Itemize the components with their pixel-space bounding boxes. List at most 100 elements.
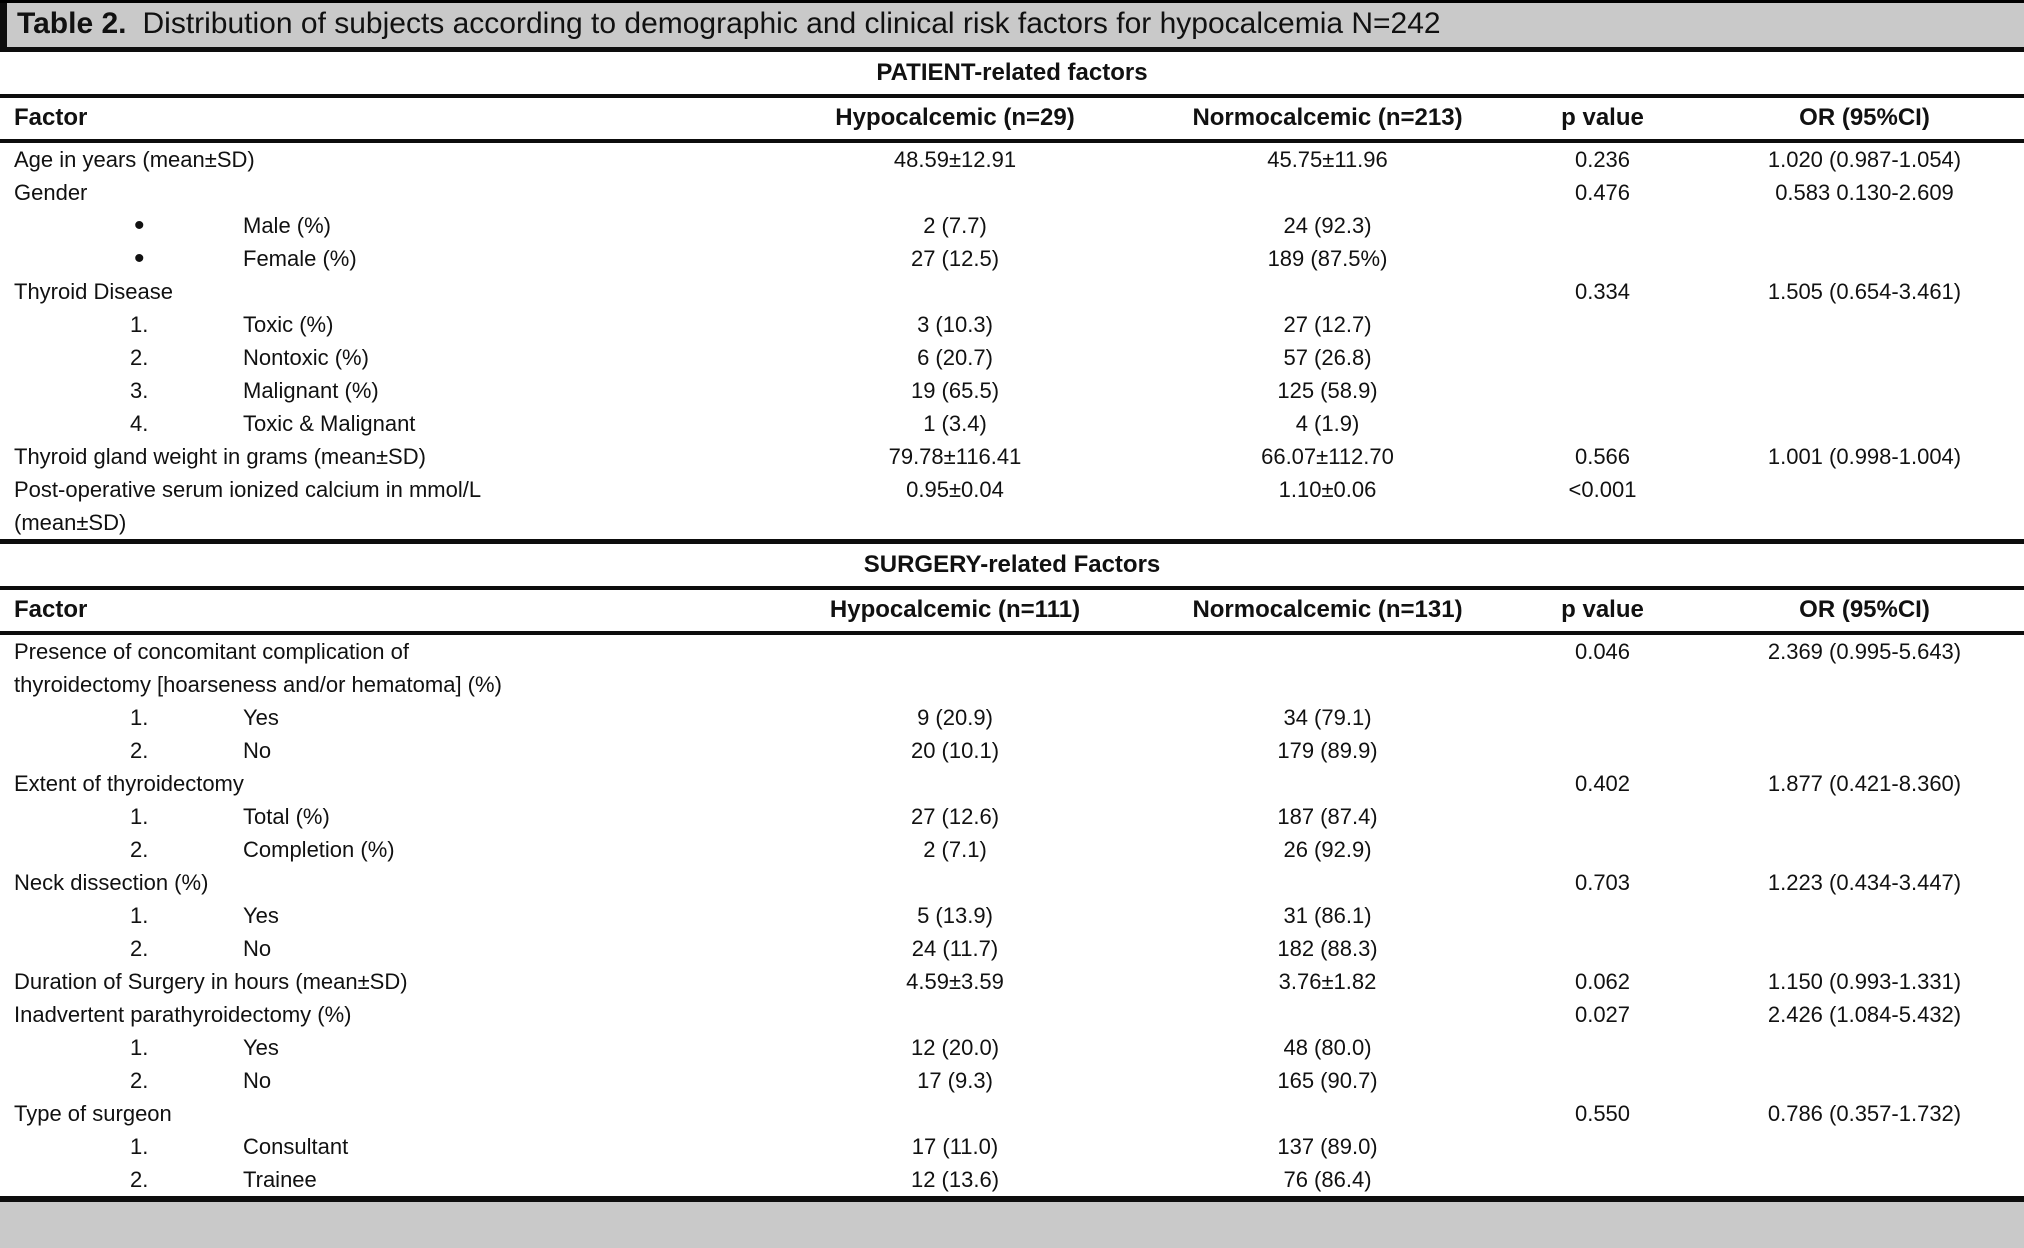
factor-cell: Thyroid gland weight in grams (mean±SD) bbox=[0, 440, 755, 473]
column-header-normocalcemic: Normocalcemic (n=213) bbox=[1192, 104, 1463, 131]
normocalcemic-value: 45.75±11.96 bbox=[1267, 147, 1388, 172]
factor-cell: Extent of thyroidectomy bbox=[0, 767, 755, 800]
factor-cell: Neck dissection (%) bbox=[0, 866, 755, 899]
normocalcemic-value: 48 (80.0) bbox=[1283, 1035, 1372, 1060]
row-marker: 2. bbox=[130, 936, 149, 961]
p-value: 0.236 bbox=[1574, 147, 1631, 172]
hypocalcemic-value: 17 (11.0) bbox=[911, 1134, 999, 1159]
table-row: Inadvertent parathyroidectomy (%) 0.027 … bbox=[0, 998, 2024, 1031]
factor-label: Yes bbox=[243, 705, 279, 730]
factor-cell: 1. Toxic (%) bbox=[0, 308, 755, 341]
factor-cell: • Female (%) bbox=[0, 242, 755, 275]
p-value: 0.566 bbox=[1574, 444, 1631, 469]
row-marker: 2. bbox=[130, 1167, 149, 1192]
normocalcemic-value: 76 (86.4) bbox=[1283, 1167, 1372, 1192]
factor-label: Neck dissection (%) bbox=[14, 870, 209, 895]
factor-cell: 1. Consultant bbox=[0, 1130, 755, 1163]
factor-label: Extent of thyroidectomy bbox=[14, 771, 244, 796]
table-row: Thyroid gland weight in grams (mean±SD) … bbox=[0, 440, 2024, 473]
row-marker: 2. bbox=[130, 345, 149, 370]
odds-ratio-value: 1.001 (0.998-1.004) bbox=[1767, 444, 1962, 469]
table-body: PATIENT-related factors Factor Hypocalce… bbox=[0, 52, 2024, 1202]
row-marker: 2. bbox=[130, 738, 149, 763]
column-header-factor: Factor bbox=[14, 596, 88, 623]
row-marker: 4. bbox=[130, 411, 149, 436]
factor-cell: 3. Malignant (%) bbox=[0, 374, 755, 407]
normocalcemic-value: 179 (89.9) bbox=[1277, 738, 1378, 763]
row-marker: • bbox=[134, 209, 145, 242]
row-marker: 1. bbox=[130, 1134, 149, 1159]
factor-cell: 2. Nontoxic (%) bbox=[0, 341, 755, 374]
hypocalcemic-value: 0.95±0.04 bbox=[906, 477, 1004, 502]
p-value: 0.550 bbox=[1574, 1101, 1631, 1126]
p-value: 0.476 bbox=[1574, 180, 1631, 205]
odds-ratio-value: 2.426 (1.084-5.432) bbox=[1767, 1002, 1962, 1027]
table-row: 3. Malignant (%) 19 (65.5) 125 (58.9) bbox=[0, 374, 2024, 407]
table-row: 1. Yes 12 (20.0) 48 (80.0) bbox=[0, 1031, 2024, 1064]
factor-cell: Presence of concomitant complication of … bbox=[0, 635, 755, 701]
p-value: <0.001 bbox=[1568, 477, 1637, 502]
normocalcemic-value: 189 (87.5%) bbox=[1267, 246, 1388, 271]
odds-ratio-value: 0.786 (0.357-1.732) bbox=[1767, 1101, 1962, 1126]
p-value: 0.334 bbox=[1574, 279, 1631, 304]
table-row: 2. Trainee 12 (13.6) 76 (86.4) bbox=[0, 1163, 2024, 1196]
hypocalcemic-value: 12 (20.0) bbox=[910, 1035, 1000, 1060]
factor-cell: Thyroid Disease bbox=[0, 275, 755, 308]
table-row: 2. No 17 (9.3) 165 (90.7) bbox=[0, 1064, 2024, 1097]
section-rows: Age in years (mean±SD) 48.59±12.91 45.75… bbox=[0, 143, 2024, 544]
p-value: 0.062 bbox=[1574, 969, 1631, 994]
hypocalcemic-value: 20 (10.1) bbox=[910, 738, 1000, 763]
factor-label: Trainee bbox=[243, 1167, 317, 1192]
normocalcemic-value: 66.07±112.70 bbox=[1261, 444, 1394, 469]
section-heading: SURGERY-related Factors bbox=[0, 544, 2024, 590]
normocalcemic-value: 57 (26.8) bbox=[1283, 345, 1372, 370]
table-row: 1. Yes 5 (13.9) 31 (86.1) bbox=[0, 899, 2024, 932]
hypocalcemic-value: 1 (3.4) bbox=[923, 411, 987, 436]
hypocalcemic-value: 17 (9.3) bbox=[917, 1068, 993, 1093]
row-marker: 2. bbox=[130, 1068, 149, 1093]
column-header-factor: Factor bbox=[14, 104, 88, 131]
factor-label: No bbox=[243, 936, 272, 961]
factor-cell: Duration of Surgery in hours (mean±SD) bbox=[0, 965, 755, 998]
factor-cell: Post-operative serum ionized calcium in … bbox=[0, 473, 755, 539]
p-value: 0.703 bbox=[1574, 870, 1631, 895]
factor-cell: 2. No bbox=[0, 932, 755, 965]
footer-band bbox=[0, 1202, 2024, 1248]
factor-cell: Gender bbox=[0, 176, 755, 209]
odds-ratio-value: 2.369 (0.995-5.643) bbox=[1767, 639, 1962, 664]
table-row: • Male (%) 2 (7.7) 24 (92.3) bbox=[0, 209, 2024, 242]
factor-cell: Type of surgeon bbox=[0, 1097, 755, 1130]
hypocalcemic-value: 79.78±116.41 bbox=[888, 444, 1022, 469]
hypocalcemic-value: 12 (13.6) bbox=[910, 1167, 1000, 1192]
p-value: 0.027 bbox=[1574, 1002, 1631, 1027]
section-heading: PATIENT-related factors bbox=[0, 52, 2024, 98]
row-marker: 1. bbox=[130, 1035, 149, 1060]
hypocalcemic-value: 24 (11.7) bbox=[911, 936, 999, 961]
table-row: Extent of thyroidectomy 0.402 1.877 (0.4… bbox=[0, 767, 2024, 800]
p-value: 0.046 bbox=[1574, 639, 1631, 664]
table-row: 1. Consultant 17 (11.0) 137 (89.0) bbox=[0, 1130, 2024, 1163]
odds-ratio-value: 1.020 (0.987-1.054) bbox=[1767, 147, 1962, 172]
table-row: Neck dissection (%) 0.703 1.223 (0.434-3… bbox=[0, 866, 2024, 899]
normocalcemic-value: 165 (90.7) bbox=[1277, 1068, 1378, 1093]
normocalcemic-value: 27 (12.7) bbox=[1283, 312, 1372, 337]
factor-label: Thyroid gland weight in grams (mean±SD) bbox=[14, 444, 426, 469]
column-header-normocalcemic: Normocalcemic (n=131) bbox=[1192, 596, 1463, 623]
hypocalcemic-value: 3 (10.3) bbox=[917, 312, 993, 337]
table-row: Age in years (mean±SD) 48.59±12.91 45.75… bbox=[0, 143, 2024, 176]
factor-label: Toxic & Malignant bbox=[243, 411, 416, 436]
table-row: Duration of Surgery in hours (mean±SD) 4… bbox=[0, 965, 2024, 998]
factor-label: Completion (%) bbox=[243, 837, 395, 862]
odds-ratio-value: 1.223 (0.434-3.447) bbox=[1767, 870, 1962, 895]
factor-cell: • Male (%) bbox=[0, 209, 755, 242]
normocalcemic-value: 1.10±0.06 bbox=[1278, 477, 1377, 502]
table-caption-text: Distribution of subjects according to de… bbox=[142, 7, 1441, 40]
table-row: 2. No 20 (10.1) 179 (89.9) bbox=[0, 734, 2024, 767]
hypocalcemic-value: 27 (12.6) bbox=[910, 804, 1000, 829]
hypocalcemic-value: 6 (20.7) bbox=[917, 345, 993, 370]
column-header-row: Factor Hypocalcemic (n=29) Normocalcemic… bbox=[0, 98, 2024, 143]
column-header-p-value: p value bbox=[1561, 596, 1644, 623]
table-row: 1. Yes 9 (20.9) 34 (79.1) bbox=[0, 701, 2024, 734]
factor-label: Duration of Surgery in hours (mean±SD) bbox=[14, 969, 408, 994]
